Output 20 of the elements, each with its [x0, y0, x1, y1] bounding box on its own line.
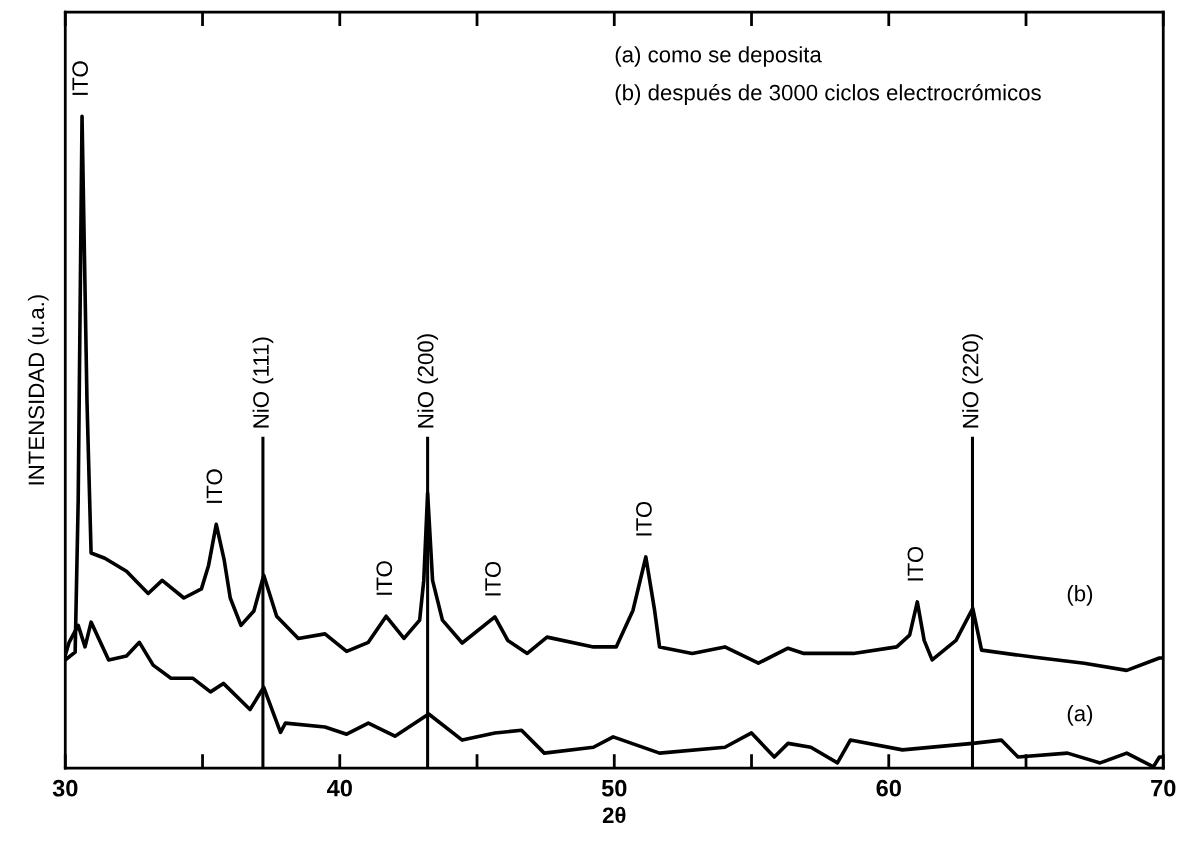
- annotation: ITO: [907, 546, 924, 581]
- x-tick-label: 60: [876, 779, 901, 797]
- x-tick-label: 50: [601, 779, 627, 797]
- x-axis-title: 2θ: [602, 806, 626, 824]
- annotation: ITO: [485, 561, 501, 596]
- x-tick-label: 30: [52, 779, 78, 797]
- ref-line-label: NiO (111): [252, 337, 274, 428]
- annotation: ITO: [72, 61, 88, 95]
- annotation: ITO: [206, 469, 223, 503]
- annotation: ITO: [636, 501, 652, 536]
- text: (b): [1067, 585, 1093, 606]
- x-tick-label: 40: [327, 779, 352, 797]
- x-tick-label: 70: [1151, 779, 1176, 797]
- text: (a) como se deposita: [615, 46, 822, 67]
- annotation: ITO: [376, 561, 393, 595]
- y-axis-title: INTENSIDAD (u.a.): [27, 295, 49, 485]
- ref-line-label: NiO (200): [417, 334, 438, 428]
- text: (b) después de 3000 ciclos electrocrómicos: [615, 83, 1041, 105]
- series-label: (a): [1067, 705, 1093, 726]
- ref-line-label: NiO (220): [962, 334, 983, 428]
